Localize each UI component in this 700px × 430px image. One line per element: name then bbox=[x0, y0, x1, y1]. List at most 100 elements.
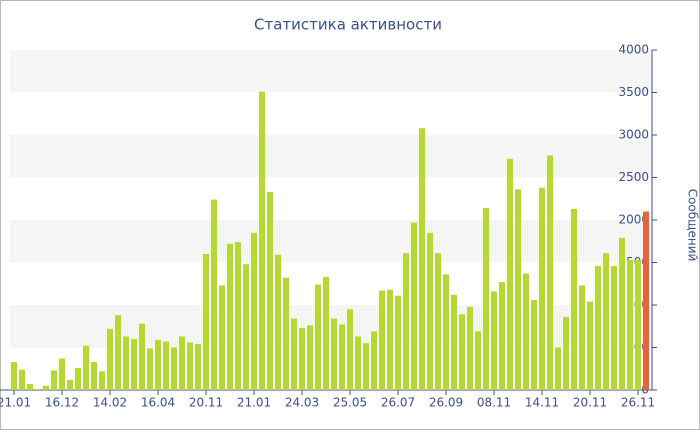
bar bbox=[11, 361, 17, 390]
bar bbox=[131, 339, 137, 390]
x-tick-label: 21.01 bbox=[237, 396, 271, 410]
bar bbox=[475, 331, 481, 390]
bar bbox=[419, 128, 425, 390]
bar bbox=[563, 316, 569, 390]
y-tick-label: 1000 bbox=[618, 298, 649, 312]
bar bbox=[83, 345, 89, 390]
bar bbox=[19, 369, 25, 390]
bar bbox=[67, 379, 73, 390]
x-tick-label: 25.05 bbox=[333, 396, 367, 410]
bar bbox=[235, 242, 241, 390]
y-tick-label: 3000 bbox=[618, 128, 649, 142]
bar bbox=[139, 323, 145, 390]
bar bbox=[243, 264, 249, 390]
x-tick-label: 20.11 bbox=[573, 396, 607, 410]
x-tick-label: 20.11 bbox=[189, 396, 223, 410]
y-tick-label: 3500 bbox=[618, 85, 649, 99]
bar bbox=[603, 253, 609, 390]
bar bbox=[363, 343, 369, 390]
y-tick-label: 2000 bbox=[618, 213, 649, 227]
bar bbox=[411, 222, 417, 390]
y-tick-label: 2500 bbox=[618, 170, 649, 184]
bar bbox=[291, 318, 297, 390]
bar bbox=[27, 384, 33, 390]
x-tick-label: 26.09 bbox=[429, 396, 463, 410]
y-tick-label: 1500 bbox=[618, 255, 649, 269]
bar bbox=[75, 367, 81, 390]
bar bbox=[627, 259, 633, 390]
bar bbox=[491, 291, 497, 390]
bar bbox=[51, 370, 57, 390]
bar bbox=[219, 285, 225, 390]
bar bbox=[283, 277, 289, 390]
bar bbox=[531, 299, 537, 390]
bar bbox=[347, 309, 353, 390]
bar bbox=[515, 189, 521, 390]
bar bbox=[163, 341, 169, 390]
bar bbox=[43, 385, 49, 390]
bar bbox=[155, 339, 161, 390]
x-tick-label: 14.11 bbox=[525, 396, 559, 410]
bar bbox=[523, 273, 529, 390]
bar bbox=[91, 361, 97, 390]
bar bbox=[315, 284, 321, 390]
bar bbox=[339, 324, 345, 390]
grid-band bbox=[10, 50, 652, 93]
bar bbox=[443, 274, 449, 390]
bar bbox=[355, 336, 361, 390]
bar bbox=[227, 243, 233, 390]
chart-title: Статистика активности bbox=[254, 16, 442, 34]
x-tick-label: 24.03 bbox=[285, 396, 319, 410]
bar bbox=[395, 295, 401, 390]
bar bbox=[507, 158, 513, 390]
x-tick-label: 16.04 bbox=[141, 396, 175, 410]
bar bbox=[115, 315, 121, 390]
bar bbox=[107, 328, 113, 390]
bar bbox=[267, 191, 273, 390]
x-tick-label: 21.01 bbox=[0, 396, 31, 410]
bar bbox=[611, 265, 617, 390]
bar bbox=[35, 389, 41, 390]
bar bbox=[99, 371, 105, 390]
bar bbox=[635, 259, 641, 390]
bar bbox=[459, 314, 465, 390]
bar bbox=[195, 344, 201, 390]
grid-band bbox=[10, 135, 652, 178]
bar bbox=[211, 199, 217, 390]
bar bbox=[203, 254, 209, 390]
bar bbox=[59, 358, 65, 390]
bar bbox=[123, 336, 129, 390]
grid-band bbox=[10, 220, 652, 263]
bar bbox=[451, 294, 457, 390]
bar bbox=[387, 289, 393, 390]
x-tick-label: 14.02 bbox=[93, 396, 127, 410]
bar bbox=[147, 348, 153, 390]
bar bbox=[251, 232, 257, 390]
bar bbox=[299, 327, 305, 390]
bar bbox=[427, 232, 433, 390]
bar bbox=[619, 237, 625, 390]
bar bbox=[539, 187, 545, 390]
bar bbox=[467, 306, 473, 390]
bar bbox=[307, 325, 313, 390]
y-tick-label: 4000 bbox=[618, 43, 649, 57]
bar bbox=[643, 211, 649, 390]
x-tick-label: 26.11 bbox=[621, 396, 655, 410]
bar bbox=[571, 208, 577, 390]
bar bbox=[595, 265, 601, 390]
bar bbox=[587, 301, 593, 390]
bar bbox=[331, 318, 337, 390]
bar bbox=[171, 347, 177, 390]
x-tick-label: 26.07 bbox=[381, 396, 415, 410]
bar bbox=[259, 91, 265, 391]
bar bbox=[187, 342, 193, 390]
bar bbox=[275, 254, 281, 390]
bar bbox=[323, 276, 329, 390]
bar bbox=[483, 208, 489, 390]
bar bbox=[435, 253, 441, 390]
bar bbox=[371, 331, 377, 390]
bar bbox=[547, 155, 553, 390]
bar bbox=[379, 290, 385, 390]
x-tick-label: 16.12 bbox=[45, 396, 79, 410]
